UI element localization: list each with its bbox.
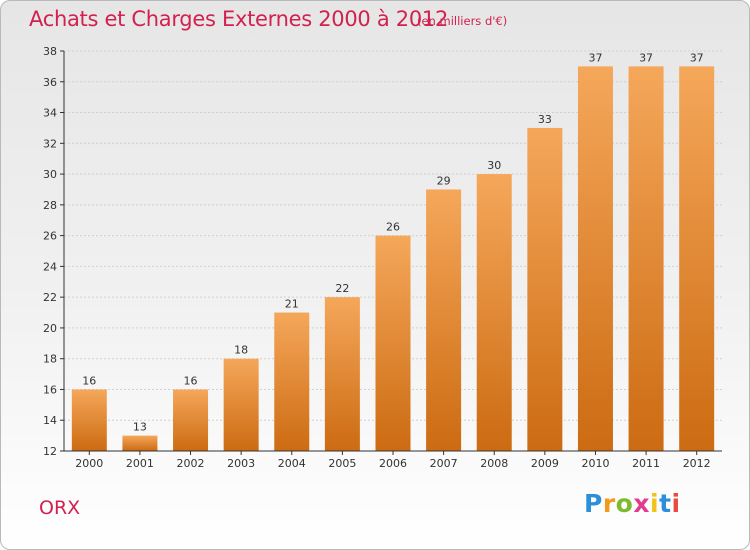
- bar-value-label: 13: [133, 421, 147, 434]
- y-tick-label: 34: [43, 107, 57, 120]
- bar-2009: [527, 127, 563, 451]
- y-tick-label: 24: [43, 260, 57, 273]
- x-tick-label: 2003: [227, 457, 255, 470]
- y-tick-label: 16: [43, 383, 57, 396]
- bar-value-label: 26: [386, 221, 400, 234]
- y-tick-label: 18: [43, 353, 57, 366]
- x-tick-label: 2000: [75, 457, 103, 470]
- bar-2002: [173, 389, 209, 451]
- x-tick-label: 2009: [531, 457, 559, 470]
- x-tick-label: 2011: [632, 457, 660, 470]
- y-tick-label: 28: [43, 199, 57, 212]
- x-tick-label: 2006: [379, 457, 407, 470]
- bar-2001: [122, 435, 158, 451]
- bar-value-label: 37: [639, 51, 653, 64]
- bar-value-label: 21: [285, 298, 299, 311]
- x-tick-label: 2001: [126, 457, 154, 470]
- town-name: ORX: [39, 497, 81, 519]
- y-tick-label: 30: [43, 168, 57, 181]
- bar-2010: [577, 66, 613, 451]
- bar-value-label: 37: [690, 51, 704, 64]
- y-tick-label: 20: [43, 322, 57, 335]
- y-tick-label: 26: [43, 230, 57, 243]
- bar-value-label: 33: [538, 113, 552, 126]
- y-tick-label: 36: [43, 76, 57, 89]
- bar-value-label: 22: [335, 282, 349, 295]
- y-tick-label: 12: [43, 445, 57, 458]
- bar-value-label: 29: [437, 174, 451, 187]
- bar-2006: [375, 235, 411, 451]
- bar-2004: [274, 312, 310, 451]
- chart-subtitle: (en milliers d'€): [417, 14, 508, 28]
- bar-2008: [476, 174, 512, 452]
- x-tick-label: 2002: [177, 457, 205, 470]
- bar-2005: [324, 297, 360, 451]
- x-tick-label: 2010: [581, 457, 609, 470]
- chart-title: Achats et Charges Externes 2000 à 2012: [29, 7, 449, 31]
- y-tick-label: 32: [43, 137, 57, 150]
- x-tick-label: 2005: [328, 457, 356, 470]
- x-tick-label: 2007: [430, 457, 458, 470]
- x-tick-label: 2012: [683, 457, 711, 470]
- bar-value-label: 18: [234, 344, 248, 357]
- y-tick-label: 14: [43, 414, 57, 427]
- bar-value-label: 16: [82, 374, 96, 387]
- bar-value-label: 16: [184, 374, 198, 387]
- bar-2000: [71, 389, 107, 451]
- bar-2007: [426, 189, 462, 451]
- bar-2012: [679, 66, 715, 451]
- bar-2011: [628, 66, 664, 451]
- y-tick-label: 22: [43, 291, 57, 304]
- bar-2003: [223, 358, 259, 451]
- y-tick-label: 38: [43, 45, 57, 58]
- bar-value-label: 37: [588, 51, 602, 64]
- bar-value-label: 30: [487, 159, 501, 172]
- x-tick-label: 2004: [278, 457, 306, 470]
- x-tick-label: 2008: [480, 457, 508, 470]
- proxiti-logo[interactable]: Proxiti: [584, 489, 681, 518]
